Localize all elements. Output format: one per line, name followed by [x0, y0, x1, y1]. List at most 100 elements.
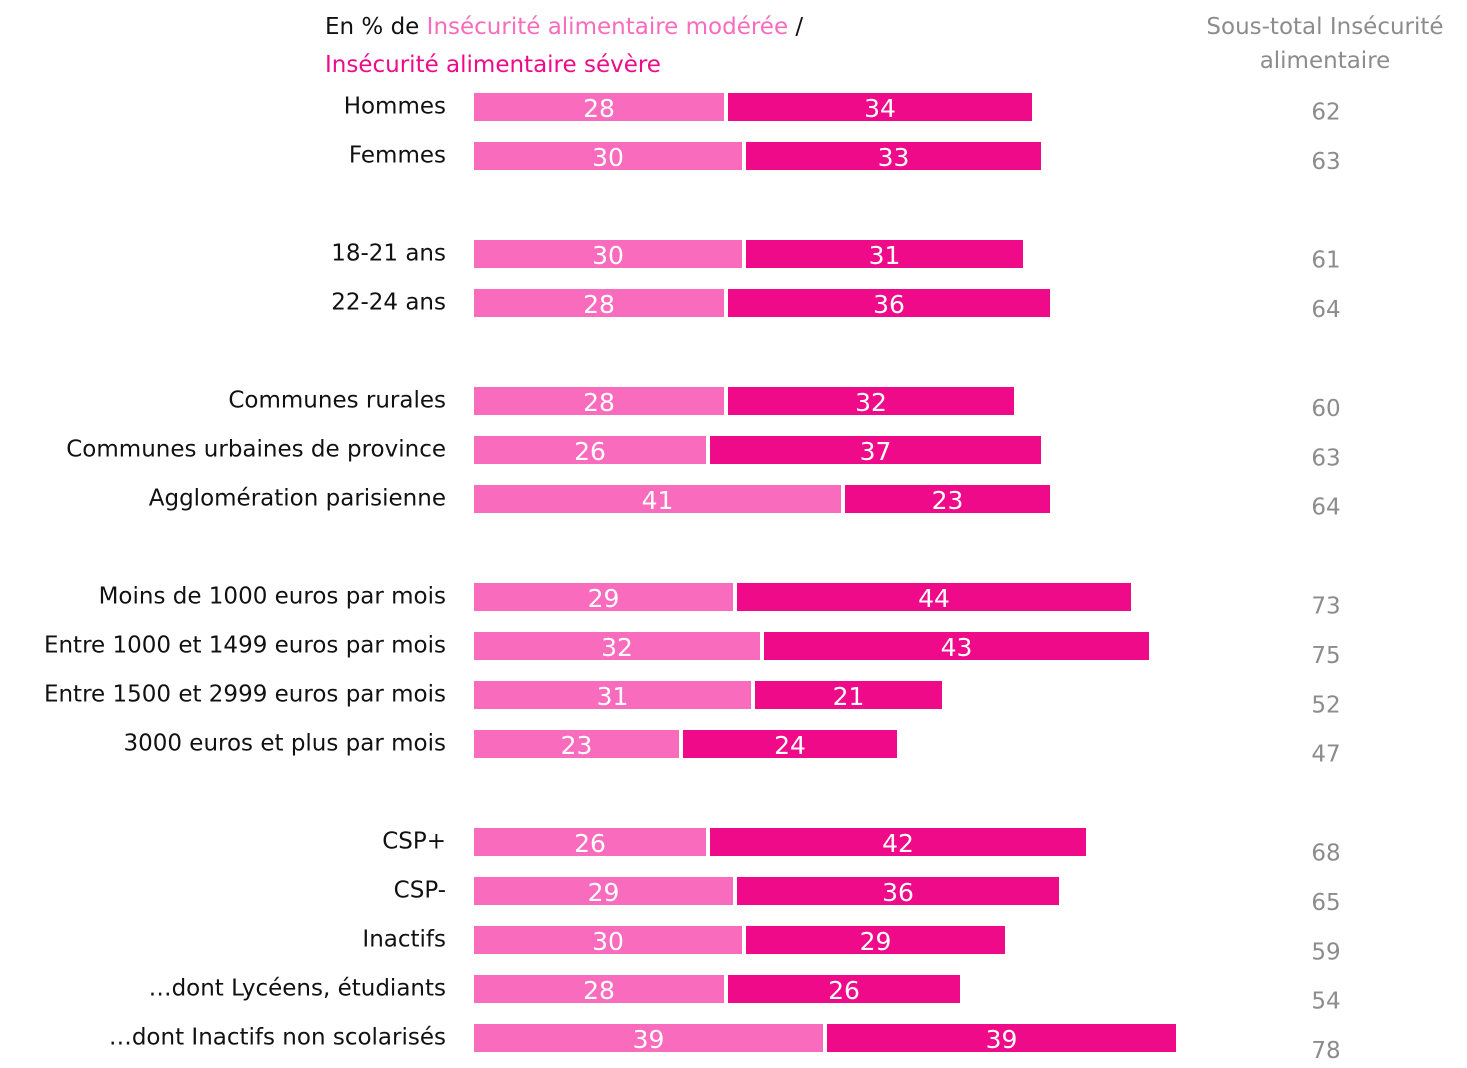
data-label: 30 — [592, 241, 624, 270]
bar-segment — [474, 387, 724, 415]
legend-entry: Insécurité alimentaire modérée — [426, 14, 789, 40]
bar-segment — [746, 926, 1005, 954]
y-tick-label: CSP- — [394, 878, 446, 904]
bar-segment — [683, 730, 897, 758]
data-label: 30 — [592, 143, 624, 172]
bar-segment — [728, 93, 1032, 121]
y-tick-label: …dont Lycéens, étudiants — [149, 976, 446, 1002]
bar-segment — [474, 289, 724, 317]
bar-segment — [474, 485, 841, 513]
bar-segment — [737, 583, 1131, 611]
subtotal-value: 47 — [1311, 742, 1340, 768]
data-label: 31 — [597, 682, 629, 711]
data-label: 24 — [774, 731, 806, 760]
data-label: 30 — [592, 927, 624, 956]
data-label: 34 — [864, 94, 896, 123]
subtotal-value: 52 — [1311, 692, 1340, 718]
data-label: 28 — [583, 290, 615, 319]
y-tick-label: Moins de 1000 euros par mois — [99, 584, 446, 610]
bar-segment — [474, 632, 760, 660]
subtotal-value: 54 — [1311, 989, 1340, 1015]
subtotal-value: 63 — [1311, 445, 1340, 471]
bar-segment — [474, 583, 733, 611]
y-tick-label: 3000 euros et plus par mois — [123, 731, 446, 757]
data-label: 23 — [932, 486, 964, 515]
subtotal-value: 73 — [1311, 594, 1340, 620]
bar-segment — [746, 240, 1023, 268]
bar-segment — [474, 436, 706, 464]
subtotal-value: 68 — [1311, 841, 1340, 867]
bar-segment — [474, 828, 706, 856]
y-tick-label: Communes urbaines de province — [66, 437, 446, 463]
title-separator: / — [795, 14, 804, 40]
data-label: 32 — [601, 633, 633, 662]
subtotal-value: 60 — [1311, 396, 1340, 422]
data-label: 39 — [986, 1025, 1018, 1054]
subtotal-title: Sous-total Insécurité alimentaire — [1206, 14, 1444, 74]
subtotal-value: 64 — [1311, 297, 1340, 323]
data-label: 44 — [918, 584, 950, 613]
subtotal-value: 61 — [1311, 248, 1340, 274]
bar-segment — [474, 142, 742, 170]
y-tick-label: Entre 1000 et 1499 euros par mois — [44, 633, 446, 659]
y-tick-label: 18-21 ans — [331, 241, 446, 267]
bar-segment — [710, 828, 1086, 856]
subtotal-value: 64 — [1311, 495, 1340, 521]
subtotal-value: 65 — [1311, 890, 1340, 916]
data-label: 39 — [633, 1025, 665, 1054]
subtotal-value: 75 — [1311, 643, 1340, 669]
bar-segment — [764, 632, 1149, 660]
data-label: 37 — [860, 437, 892, 466]
data-label: 29 — [588, 584, 620, 613]
data-label: 28 — [583, 94, 615, 123]
bar-segment — [474, 93, 724, 121]
y-tick-label: Inactifs — [362, 927, 446, 953]
data-label: 28 — [583, 976, 615, 1005]
y-tick-label: Agglomération parisienne — [149, 486, 446, 512]
data-label: 26 — [574, 437, 606, 466]
bar-segment — [474, 877, 733, 905]
bar-segment — [474, 1024, 823, 1052]
data-label: 26 — [828, 976, 860, 1005]
y-tick-label: Femmes — [349, 143, 446, 169]
bar-segment — [474, 975, 724, 1003]
subtotal-value: 63 — [1311, 149, 1340, 175]
bar-segment — [755, 681, 942, 709]
legend-entry: Insécurité alimentaire sévère — [325, 52, 661, 78]
bar-segment — [728, 387, 1014, 415]
bar-segment — [728, 289, 1050, 317]
y-tick-label: Entre 1500 et 2999 euros par mois — [44, 682, 446, 708]
subtotal-value: 78 — [1311, 1038, 1340, 1064]
data-label: 41 — [642, 486, 674, 515]
data-label: 43 — [941, 633, 973, 662]
bar-segment — [845, 485, 1050, 513]
bar-segment — [746, 142, 1041, 170]
data-label: 29 — [860, 927, 892, 956]
data-label: 42 — [882, 829, 914, 858]
bar-segment — [474, 681, 751, 709]
y-tick-label: 22-24 ans — [331, 290, 446, 316]
data-label: 26 — [574, 829, 606, 858]
y-tick-label: CSP+ — [382, 829, 446, 855]
data-label: 36 — [882, 878, 914, 907]
data-label: 33 — [878, 143, 910, 172]
data-label: 31 — [869, 241, 901, 270]
bar-segment — [474, 240, 742, 268]
bar-segment — [827, 1024, 1176, 1052]
bar-segment — [728, 975, 960, 1003]
data-label: 23 — [561, 731, 593, 760]
bar-segment — [737, 877, 1059, 905]
data-label: 32 — [855, 388, 887, 417]
bar-segment — [710, 436, 1041, 464]
bar-segment — [474, 730, 679, 758]
y-tick-label: …dont Inactifs non scolarisés — [109, 1025, 446, 1051]
y-tick-label: Communes rurales — [228, 388, 446, 414]
title-prefix: En % de — [325, 14, 420, 40]
data-label: 29 — [588, 878, 620, 907]
y-tick-label: Hommes — [344, 94, 446, 120]
data-label: 36 — [873, 290, 905, 319]
chart-title: En % de Insécurité alimentaire modérée /… — [325, 8, 803, 84]
subtotal-value: 59 — [1311, 939, 1340, 965]
